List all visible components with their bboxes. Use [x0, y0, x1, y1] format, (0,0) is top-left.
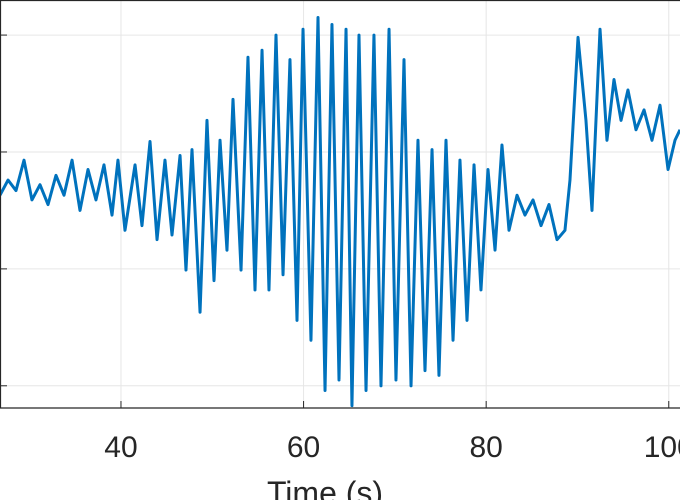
x-tick-label: 60 [287, 431, 320, 464]
data-line [0, 16, 680, 408]
x-tick-label: 80 [469, 431, 502, 464]
x-axis-label: Time (s) [267, 475, 383, 500]
x-tick-label: 100 [644, 431, 680, 464]
axes: 40 60 80 100 [0, 0, 680, 464]
x-tick-label: 40 [104, 431, 137, 464]
plot-area [0, 16, 680, 408]
